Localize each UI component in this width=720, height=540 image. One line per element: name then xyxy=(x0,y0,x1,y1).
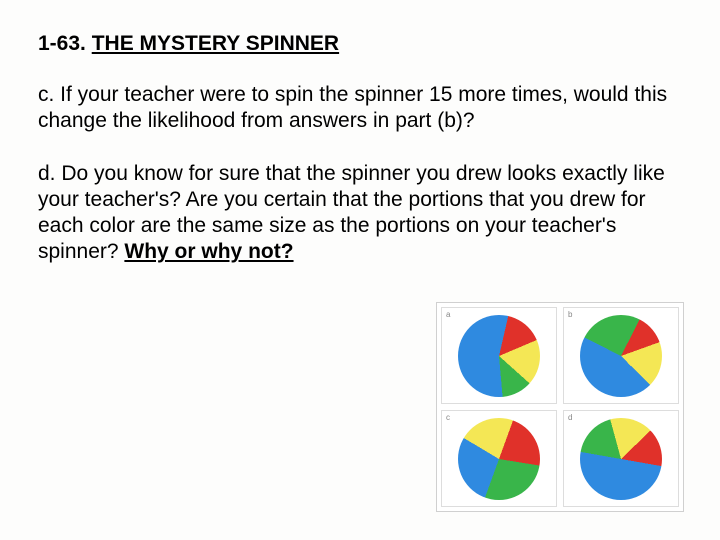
heading-title: THE MYSTERY SPINNER xyxy=(92,32,339,55)
pie-chart xyxy=(580,418,662,500)
heading-number: 1-63. xyxy=(38,32,86,55)
spinner-label: c xyxy=(446,413,450,422)
spinner-label: b xyxy=(568,310,572,319)
pie-chart xyxy=(458,418,540,500)
spinner-cell: c xyxy=(441,410,557,507)
spinner-label: d xyxy=(568,413,572,422)
pie-chart xyxy=(580,315,662,397)
paragraph-d-underline: Why or why not? xyxy=(124,240,293,263)
spinner-grid: a b c d xyxy=(436,302,684,512)
spinner-cell: d xyxy=(563,410,679,507)
heading: 1-63. THE MYSTERY SPINNER xyxy=(38,32,682,56)
paragraph-c: c. If your teacher were to spin the spin… xyxy=(38,82,682,135)
paragraph-d: d. Do you know for sure that the spinner… xyxy=(38,161,682,266)
pie-chart xyxy=(458,315,540,397)
spinner-label: a xyxy=(446,310,450,319)
spinner-cell: a xyxy=(441,307,557,404)
spinner-cell: b xyxy=(563,307,679,404)
